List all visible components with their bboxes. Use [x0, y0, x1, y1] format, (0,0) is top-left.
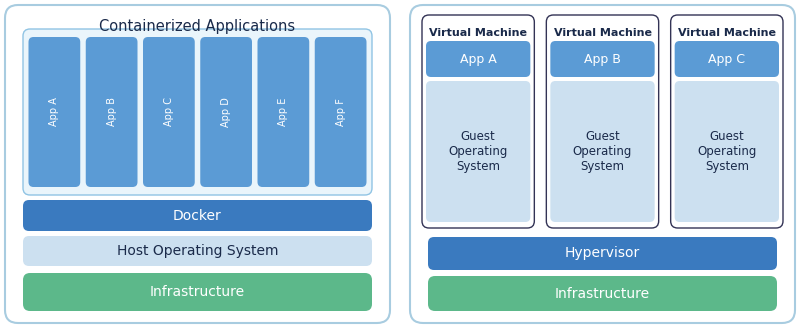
- Text: App B: App B: [106, 97, 117, 127]
- Text: Virtual Machine: Virtual Machine: [678, 28, 776, 37]
- Text: Docker: Docker: [173, 209, 222, 222]
- FancyBboxPatch shape: [410, 5, 795, 323]
- FancyBboxPatch shape: [550, 41, 654, 77]
- FancyBboxPatch shape: [23, 236, 372, 266]
- FancyBboxPatch shape: [5, 5, 390, 323]
- Text: Host Operating System: Host Operating System: [117, 244, 278, 258]
- Text: Guest
Operating
System: Guest Operating System: [449, 130, 508, 173]
- FancyBboxPatch shape: [674, 41, 779, 77]
- FancyBboxPatch shape: [428, 276, 777, 311]
- Text: Virtual Machine: Virtual Machine: [554, 28, 651, 37]
- Text: App C: App C: [708, 52, 746, 66]
- Text: Virtual Machine: Virtual Machine: [429, 28, 527, 37]
- FancyBboxPatch shape: [428, 237, 777, 270]
- Text: App C: App C: [164, 97, 174, 127]
- FancyBboxPatch shape: [670, 15, 783, 228]
- FancyBboxPatch shape: [86, 37, 138, 187]
- FancyBboxPatch shape: [546, 15, 658, 228]
- Text: Guest
Operating
System: Guest Operating System: [697, 130, 757, 173]
- FancyBboxPatch shape: [426, 81, 530, 222]
- FancyBboxPatch shape: [23, 29, 372, 195]
- Text: Guest
Operating
System: Guest Operating System: [573, 130, 632, 173]
- FancyBboxPatch shape: [200, 37, 252, 187]
- FancyBboxPatch shape: [426, 41, 530, 77]
- Text: Infrastructure: Infrastructure: [555, 286, 650, 300]
- Text: App F: App F: [336, 98, 346, 126]
- Text: App E: App E: [278, 98, 288, 126]
- FancyBboxPatch shape: [143, 37, 194, 187]
- FancyBboxPatch shape: [674, 81, 779, 222]
- FancyBboxPatch shape: [422, 15, 534, 228]
- FancyBboxPatch shape: [550, 81, 654, 222]
- FancyBboxPatch shape: [258, 37, 310, 187]
- FancyBboxPatch shape: [29, 37, 80, 187]
- Text: Infrastructure: Infrastructure: [150, 285, 245, 299]
- FancyBboxPatch shape: [23, 200, 372, 231]
- FancyBboxPatch shape: [314, 37, 366, 187]
- Text: App D: App D: [221, 97, 231, 127]
- Text: App A: App A: [50, 97, 59, 126]
- FancyBboxPatch shape: [23, 273, 372, 311]
- Text: App A: App A: [460, 52, 497, 66]
- Text: App B: App B: [584, 52, 621, 66]
- Text: Containerized Applications: Containerized Applications: [99, 19, 295, 34]
- Text: Hypervisor: Hypervisor: [565, 247, 640, 260]
